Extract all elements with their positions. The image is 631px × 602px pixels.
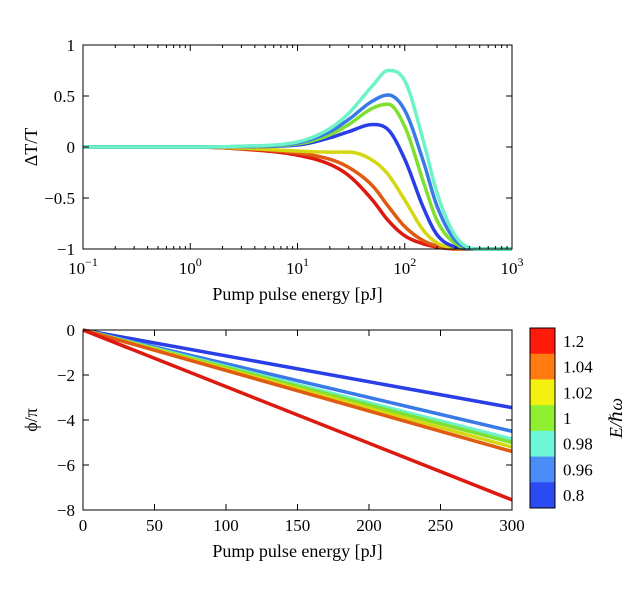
transmission-y-tick-label: 0	[67, 138, 76, 157]
colorbar-cell	[530, 353, 555, 380]
phase-y-ticks: 0 −2 −4 −6 −8	[57, 321, 512, 520]
transmission-chart: 10−1 100 101 102 103 −1 −0.5 0 0.5 1 Pump pulse …	[21, 36, 524, 304]
colorbar-cells	[530, 328, 555, 509]
transmission-x-tick-label: 100	[179, 255, 202, 278]
colorbar-label: 1.04	[563, 358, 593, 377]
phase-x-tick-label: 300	[499, 516, 525, 535]
transmission-series-5	[82, 93, 513, 251]
transmission-x-axis-label: Pump pulse energy [pJ]	[212, 284, 382, 304]
colorbar-label: 0.98	[563, 435, 593, 454]
colorbar-label: 0.96	[563, 460, 593, 479]
colorbar-cell	[530, 405, 555, 432]
phase-series-0	[82, 328, 513, 410]
phase-series-6	[82, 328, 513, 502]
phase-x-tick-label: 250	[428, 516, 454, 535]
phase-x-ticks: 0 50 100 150 200 250 300	[79, 330, 525, 535]
transmission-series-2	[82, 145, 513, 251]
phase-series-5	[82, 328, 513, 454]
transmission-series-group	[82, 68, 513, 251]
colorbar-label: 1.02	[563, 383, 593, 402]
phase-y-axis-label: ϕ/π	[21, 408, 41, 432]
phase-x-tick-label: 0	[79, 516, 88, 535]
transmission-y-ticks: −1 −0.5 0 0.5 1	[44, 36, 512, 259]
phase-x-tick-label: 50	[146, 516, 163, 535]
phase-x-tick-label: 200	[356, 516, 382, 535]
transmission-x-tick-label: 10−1	[68, 255, 98, 278]
transmission-x-tick-label: 101	[286, 255, 309, 278]
transmission-y-tick-label: 1	[67, 36, 76, 55]
transmission-y-tick-label: 0.5	[54, 87, 75, 106]
transmission-x-ticks: 10−1 100 101 102 103	[68, 45, 524, 278]
transmission-series-1	[82, 145, 513, 251]
transmission-y-tick-label: −1	[57, 240, 75, 259]
phase-y-tick-label: −2	[57, 366, 75, 385]
colorbar-title: E/ℏω	[606, 398, 626, 439]
transmission-x-tick-label: 103	[501, 255, 524, 278]
colorbar-cell	[530, 482, 555, 509]
phase-x-tick-label: 100	[213, 516, 239, 535]
phase-y-tick-label: −4	[57, 411, 76, 430]
colorbar-cell	[530, 328, 555, 355]
transmission-series-6	[82, 68, 513, 251]
colorbar-labels: 1.2 1.04 1.02 1 0.98 0.96 0.8	[563, 332, 593, 505]
colorbar-cell	[530, 379, 555, 406]
phase-y-tick-label: −6	[57, 456, 75, 475]
energy-colorbar: 1.2 1.04 1.02 1 0.98 0.96 0.8 E/ℏω	[529, 327, 626, 509]
transmission-y-tick-label: −0.5	[44, 189, 75, 208]
transmission-series-0	[82, 145, 513, 251]
phase-series-group	[82, 328, 513, 502]
transmission-y-axis-label: ΔT/T	[21, 128, 41, 167]
phase-y-tick-label: −8	[57, 501, 75, 520]
colorbar-cell	[530, 430, 555, 457]
colorbar-cell	[530, 456, 555, 483]
colorbar-label: 1.2	[563, 332, 584, 351]
colorbar-label: 0.8	[563, 486, 584, 505]
colorbar-label: 1	[563, 409, 572, 428]
phase-x-tick-label: 150	[285, 516, 311, 535]
colorbar-frame	[529, 327, 556, 509]
phase-y-tick-label: 0	[67, 321, 76, 340]
phase-chart: 0 50 100 150 200 250 300 0 −2 −4 −6 −8 Pump pulse …	[21, 321, 525, 561]
transmission-x-tick-label: 102	[393, 255, 416, 278]
phase-x-axis-label: Pump pulse energy [pJ]	[212, 541, 382, 561]
